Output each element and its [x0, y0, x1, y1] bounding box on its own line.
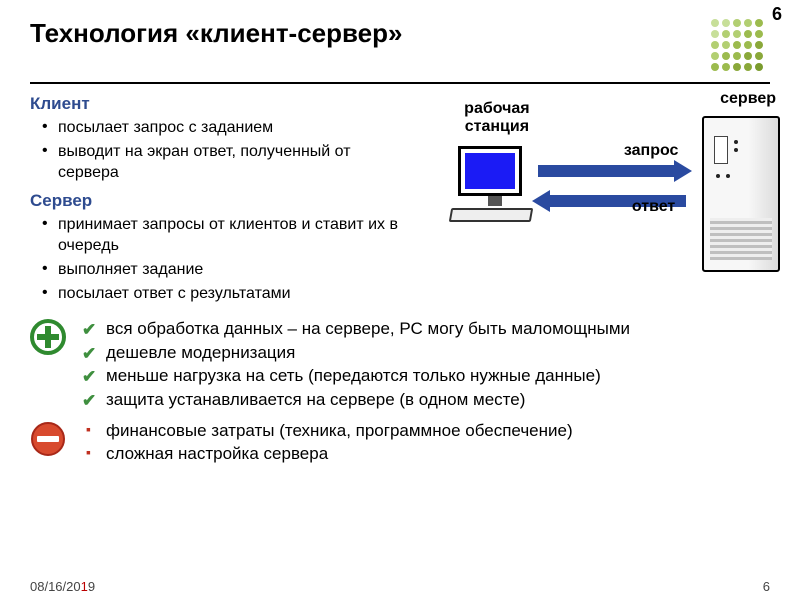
minus-icon	[30, 421, 66, 457]
text-column: Клиент посылает запрос с заданиемвыводит…	[30, 94, 404, 311]
page-number-top: 6	[772, 4, 782, 25]
slide-root: 6 Технология «клиент-сервер» Клиент посы…	[0, 0, 800, 600]
cons-list-item: финансовые затраты (техника, программное…	[82, 419, 770, 442]
pros-list-item: дешевле модернизация	[82, 341, 770, 364]
dot-grid-decoration	[708, 16, 768, 74]
content-row: Клиент посылает запрос с заданиемвыводит…	[30, 94, 770, 311]
server-list-item: посылает ответ с результатами	[58, 282, 404, 306]
client-list-item: посылает запрос с заданием	[58, 116, 404, 140]
monitor-icon	[458, 146, 522, 196]
footer: 08/16/2019 6	[30, 579, 770, 594]
client-list-item: выводит на экран ответ, полученный от се…	[58, 140, 404, 185]
pros-row: вся обработка данных – на сервере, РС мо…	[30, 317, 770, 411]
arrow-request	[532, 160, 692, 182]
workstation-icon	[458, 146, 532, 222]
footer-page: 6	[763, 579, 770, 594]
request-label: запрос	[624, 142, 679, 160]
pros-list: вся обработка данных – на сервере, РС мо…	[82, 317, 770, 411]
pros-list-item: защита устанавливается на сервере (в одн…	[82, 388, 770, 411]
cons-list: финансовые затраты (техника, программное…	[82, 419, 770, 466]
keyboard-icon	[449, 208, 533, 222]
footer-date: 08/16/2019	[30, 579, 95, 594]
cons-list-item: сложная настройка сервера	[82, 442, 770, 465]
plus-icon	[30, 319, 66, 355]
pros-list-item: вся обработка данных – на сервере, РС мо…	[82, 317, 770, 340]
server-list: принимает запросы от клиентов и ставит и…	[30, 213, 404, 305]
header: Технология «клиент-сервер»	[30, 12, 770, 74]
response-label: ответ	[632, 198, 675, 216]
divider	[30, 82, 770, 84]
server-label: сервер	[720, 90, 776, 108]
diagram-column: рабочая станция сервер	[414, 94, 770, 311]
cons-row: финансовые затраты (техника, программное…	[30, 419, 770, 466]
server-list-item: выполняет задание	[58, 258, 404, 282]
pros-cons: вся обработка данных – на сервере, РС мо…	[30, 317, 770, 466]
server-list-item: принимает запросы от клиентов и ставит и…	[58, 213, 404, 258]
client-list: посылает запрос с заданиемвыводит на экр…	[30, 116, 404, 185]
slide-title: Технология «клиент-сервер»	[30, 12, 696, 49]
workstation-label: рабочая станция	[442, 100, 552, 136]
server-heading: Сервер	[30, 191, 404, 211]
pros-list-item: меньше нагрузка на сеть (передаются толь…	[82, 364, 770, 387]
diagram: рабочая станция сервер	[414, 94, 770, 274]
server-icon	[702, 116, 780, 272]
client-heading: Клиент	[30, 94, 404, 114]
